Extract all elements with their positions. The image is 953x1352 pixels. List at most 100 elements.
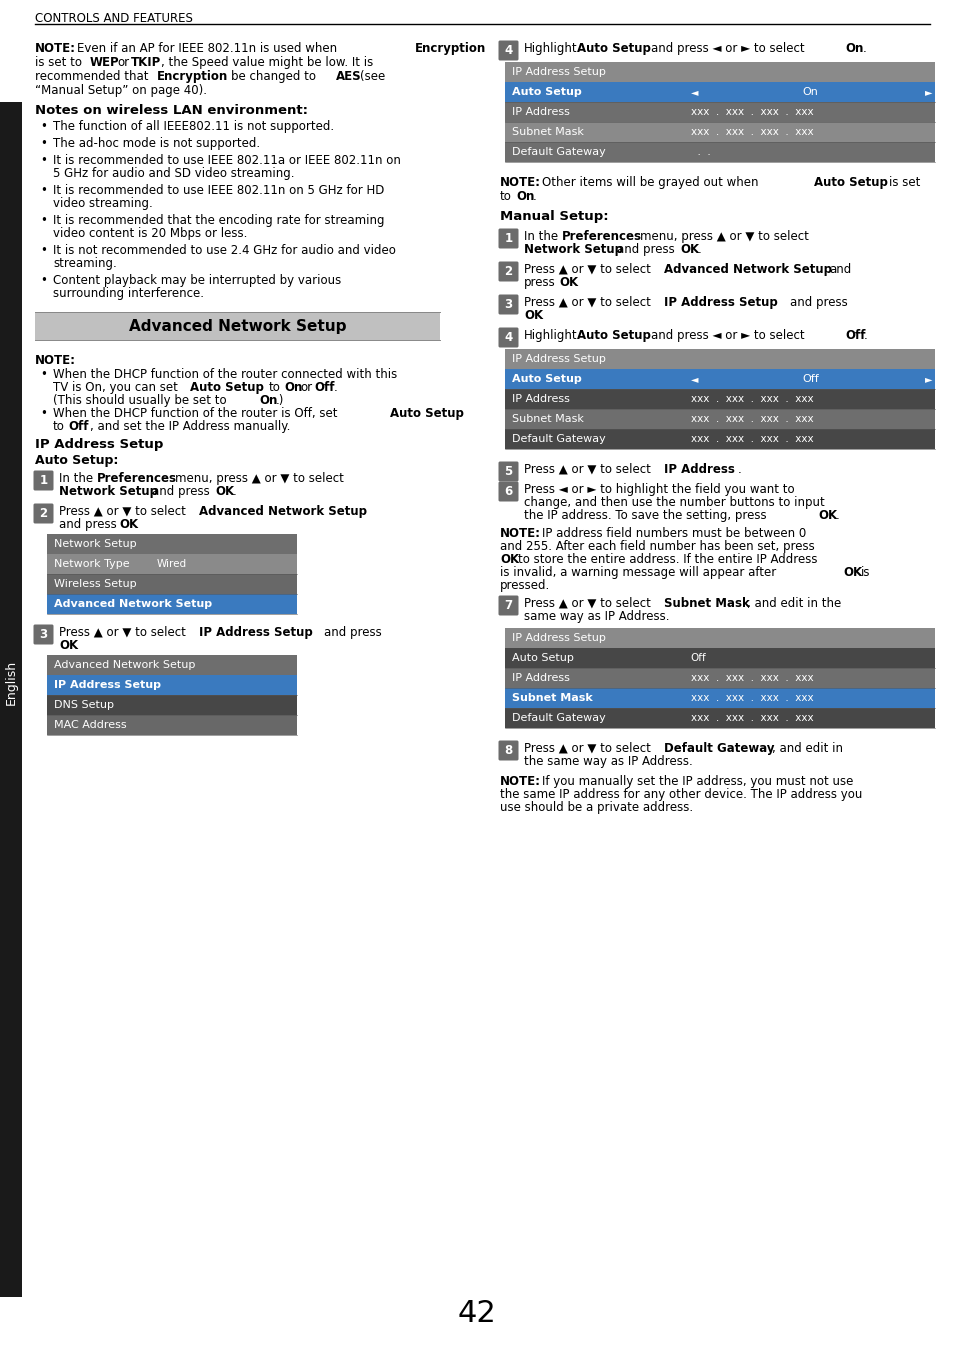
Text: IP address field numbers must be between 0: IP address field numbers must be between… xyxy=(541,527,805,539)
Text: Auto Setup: Auto Setup xyxy=(512,653,574,662)
Text: On: On xyxy=(284,381,302,393)
Text: Network Setup: Network Setup xyxy=(523,243,622,256)
Text: TKIP: TKIP xyxy=(131,55,161,69)
FancyBboxPatch shape xyxy=(33,470,53,491)
Text: IP Address: IP Address xyxy=(663,462,734,476)
FancyBboxPatch shape xyxy=(33,503,53,523)
Text: The ad-hoc mode is not supported.: The ad-hoc mode is not supported. xyxy=(53,137,260,150)
Text: OK: OK xyxy=(59,639,78,652)
Text: IP Address Setup: IP Address Setup xyxy=(512,633,605,644)
Text: 8: 8 xyxy=(504,744,512,757)
Text: English: English xyxy=(5,660,17,704)
Bar xyxy=(504,410,934,429)
Text: It is recommended that the encoding rate for streaming: It is recommended that the encoding rate… xyxy=(53,214,384,227)
Bar xyxy=(504,82,934,101)
Text: Press ▲ or ▼ to select: Press ▲ or ▼ to select xyxy=(59,626,186,639)
Bar xyxy=(504,369,934,389)
Text: to: to xyxy=(499,191,512,203)
Text: to store the entire address. If the entire IP Address: to store the entire address. If the enti… xyxy=(517,553,817,566)
Text: xxx  .  xxx  .  xxx  .  xxx: xxx . xxx . xxx . xxx xyxy=(690,393,812,404)
Text: is invalid, a warning message will appear after: is invalid, a warning message will appea… xyxy=(499,566,776,579)
Text: 3: 3 xyxy=(504,297,512,311)
Text: Auto Setup: Auto Setup xyxy=(390,407,463,420)
Text: AES: AES xyxy=(335,70,361,82)
Text: .: . xyxy=(135,518,138,531)
Text: 42: 42 xyxy=(457,1299,496,1329)
Text: ►: ► xyxy=(924,375,931,384)
Text: .: . xyxy=(533,191,537,203)
Text: Subnet Mask: Subnet Mask xyxy=(663,598,749,610)
Bar xyxy=(47,715,296,735)
Text: Off: Off xyxy=(690,653,705,662)
Text: ►: ► xyxy=(924,87,931,97)
Bar xyxy=(0,101,22,1297)
Text: ◄: ◄ xyxy=(690,375,698,384)
Text: •: • xyxy=(40,368,47,381)
FancyBboxPatch shape xyxy=(498,295,518,315)
Text: , and edit in the: , and edit in the xyxy=(746,598,841,610)
Text: video content is 20 Mbps or less.: video content is 20 Mbps or less. xyxy=(53,227,247,241)
Text: Subnet Mask: Subnet Mask xyxy=(512,694,592,703)
Bar xyxy=(504,708,934,727)
Bar xyxy=(504,389,934,410)
Text: Auto Setup: Auto Setup xyxy=(190,381,264,393)
FancyBboxPatch shape xyxy=(498,741,518,760)
Text: is set to: is set to xyxy=(35,55,82,69)
Text: and press: and press xyxy=(324,626,381,639)
Text: •: • xyxy=(40,137,47,150)
Text: and press ◄ or ► to select: and press ◄ or ► to select xyxy=(650,329,803,342)
Text: The function of all IEEE802.11 is not supported.: The function of all IEEE802.11 is not su… xyxy=(53,120,334,132)
Text: IP Address: IP Address xyxy=(512,673,569,683)
Text: and: and xyxy=(828,264,850,276)
Text: 4: 4 xyxy=(504,45,512,57)
Text: Off: Off xyxy=(844,329,864,342)
Text: Subnet Mask: Subnet Mask xyxy=(512,127,583,137)
Text: Wired: Wired xyxy=(157,558,187,569)
Text: Network Setup: Network Setup xyxy=(54,539,136,549)
Text: .: . xyxy=(539,310,543,322)
Text: surrounding interference.: surrounding interference. xyxy=(53,287,204,300)
Bar xyxy=(504,429,934,449)
Text: IP Address Setup: IP Address Setup xyxy=(663,296,777,310)
Text: and press: and press xyxy=(59,518,116,531)
Text: 2: 2 xyxy=(504,265,512,279)
Text: IP Address Setup: IP Address Setup xyxy=(512,68,605,77)
Text: •: • xyxy=(40,214,47,227)
Text: and 255. After each field number has been set, press: and 255. After each field number has bee… xyxy=(499,539,814,553)
Text: IP Address Setup: IP Address Setup xyxy=(512,354,605,364)
Text: .: . xyxy=(698,243,701,256)
Text: In the: In the xyxy=(59,472,93,485)
Bar xyxy=(504,62,934,82)
Text: Default Gateway: Default Gateway xyxy=(512,147,605,157)
Text: streaming.: streaming. xyxy=(53,257,116,270)
Bar xyxy=(504,668,934,688)
Text: DNS Setup: DNS Setup xyxy=(54,700,113,710)
Text: pressed.: pressed. xyxy=(499,579,550,592)
Text: and press: and press xyxy=(152,485,210,498)
Text: OK: OK xyxy=(679,243,699,256)
Text: 4: 4 xyxy=(504,331,512,343)
Text: NOTE:: NOTE: xyxy=(499,176,540,189)
Text: “Manual Setup” on page 40).: “Manual Setup” on page 40). xyxy=(35,84,207,97)
Text: Preferences: Preferences xyxy=(97,472,177,485)
Text: Press ▲ or ▼ to select: Press ▲ or ▼ to select xyxy=(523,742,650,754)
Text: xxx  .  xxx  .  xxx  .  xxx: xxx . xxx . xxx . xxx xyxy=(690,713,812,723)
Text: the same IP address for any other device. The IP address you: the same IP address for any other device… xyxy=(499,788,862,800)
Text: 5: 5 xyxy=(504,465,512,479)
Text: If you manually set the IP address, you must not use: If you manually set the IP address, you … xyxy=(541,775,853,788)
Text: the same way as IP Address.: the same way as IP Address. xyxy=(523,754,692,768)
Text: Preferences: Preferences xyxy=(561,230,641,243)
Bar xyxy=(504,349,934,369)
Text: xxx  .  xxx  .  xxx  .  xxx: xxx . xxx . xxx . xxx xyxy=(690,673,812,683)
Text: •: • xyxy=(40,120,47,132)
Text: IP Address Setup: IP Address Setup xyxy=(35,438,163,452)
Text: •: • xyxy=(40,407,47,420)
Text: Notes on wireless LAN environment:: Notes on wireless LAN environment: xyxy=(35,104,308,118)
Bar xyxy=(47,575,296,594)
Text: IP Address: IP Address xyxy=(512,107,569,118)
Text: and press ◄ or ► to select: and press ◄ or ► to select xyxy=(650,42,803,55)
Text: Off: Off xyxy=(801,375,818,384)
Text: Advanced Network Setup: Advanced Network Setup xyxy=(663,264,831,276)
Text: .): .) xyxy=(275,393,284,407)
Text: the IP address. To save the setting, press: the IP address. To save the setting, pre… xyxy=(523,508,766,522)
